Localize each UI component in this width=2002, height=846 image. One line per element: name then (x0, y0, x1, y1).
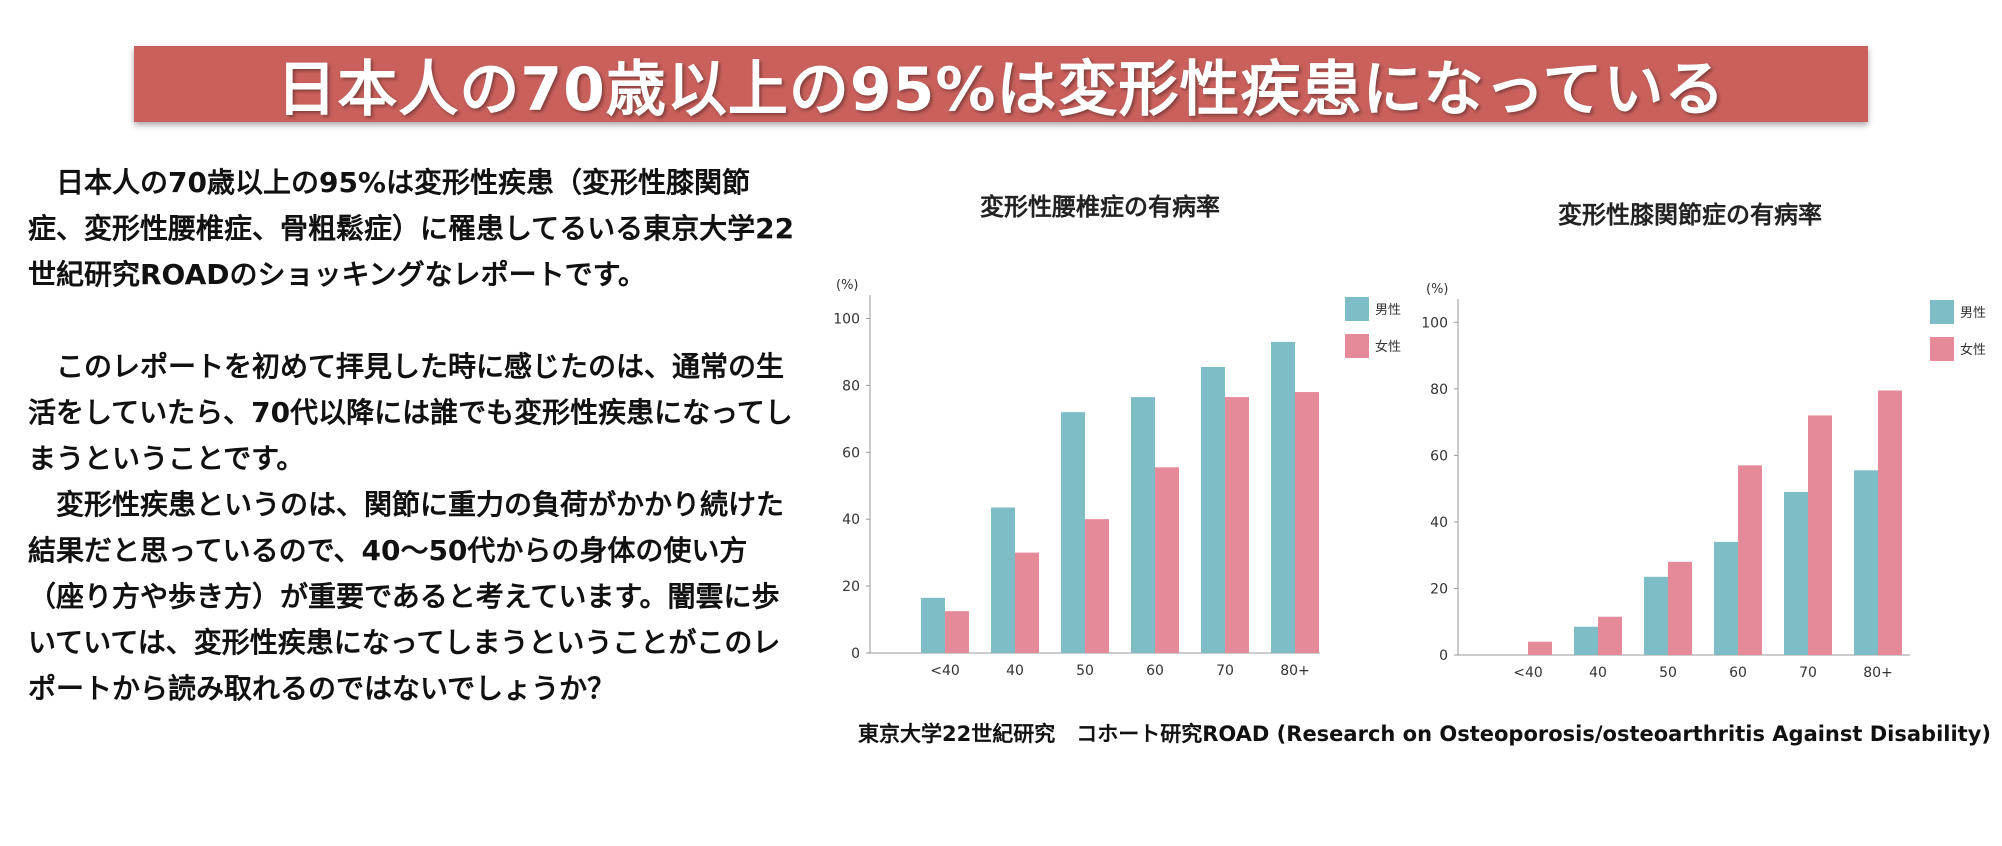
x-tick-label: <40 (930, 663, 960, 679)
legend-swatch (1345, 334, 1369, 358)
bar-male (1131, 397, 1155, 653)
lumbar-chart-svg: 変形性腰椎症の有病率 (%) 0 20 40 60 80 100 <40 40 50 60 70 80+ 男… (833, 193, 1401, 679)
legend-swatch (1930, 337, 1954, 361)
x-tick-label: 80+ (1863, 665, 1893, 681)
bar-male (1061, 412, 1085, 653)
y-tick-label: 60 (1430, 448, 1448, 464)
bar-male (1201, 366, 1225, 653)
bar-male (1574, 626, 1598, 655)
x-tick-label: 40 (1589, 665, 1607, 681)
bar-female (1738, 465, 1762, 655)
lumbar-spondylosis-chart: 変形性腰椎症の有病率 (%) 0 20 40 60 80 100 <40 40 50 60 70 80+ 男… (830, 185, 1420, 679)
x-tick-label: 60 (1729, 665, 1747, 681)
knee-chart-svg: 変形性膝関節症の有病率 (%) 0 20 40 60 80 100 <40 40 50 60 70 80+… (1421, 201, 1986, 681)
y-tick-label: 20 (842, 579, 860, 595)
paragraph-gap (28, 298, 798, 344)
bar-female (1225, 397, 1249, 653)
y-tick-label: 100 (1421, 315, 1448, 331)
x-tick-label: 70 (1799, 665, 1817, 681)
y-tick-label: 40 (1430, 515, 1448, 531)
bar-male (921, 597, 945, 653)
bar-female (945, 611, 969, 653)
legend-label: 男性 (1375, 303, 1401, 318)
x-tick-label: 50 (1076, 663, 1094, 679)
paragraph-intro: 日本人の70歳以上の95%は変形性疾患（変形性膝関節症、変形性腰椎症、骨粗鬆症）… (28, 166, 795, 291)
y-tick-label: 60 (842, 445, 860, 461)
x-tick-label: 70 (1216, 663, 1234, 679)
bar-female (1085, 519, 1109, 653)
bar-female (1878, 390, 1902, 655)
x-tick-label: 50 (1659, 665, 1677, 681)
bar-female (1808, 415, 1832, 655)
x-tick-label: <40 (1513, 665, 1543, 681)
legend-swatch (1345, 297, 1369, 321)
y-tick-label: 80 (842, 378, 860, 394)
bar-female (1015, 552, 1039, 653)
paragraph-opinion: 変形性疾患というのは、関節に重力の負荷がかかり続けた結果だと思っているので、40… (28, 488, 785, 705)
title-banner: 日本人の70歳以上の95%は変形性疾患になっている (134, 46, 1868, 125)
bar-male (1271, 341, 1295, 653)
x-tick-label: 40 (1006, 663, 1024, 679)
y-tick-label: 0 (851, 646, 860, 662)
bar-male (1784, 491, 1808, 655)
bar-female (1295, 392, 1319, 653)
chart-title: 変形性膝関節症の有病率 (1558, 201, 1822, 229)
legend-swatch (1930, 300, 1954, 324)
y-tick-label: 0 (1439, 648, 1448, 664)
y-unit-label: (%) (1426, 282, 1449, 297)
bar-female (1598, 616, 1622, 655)
legend-label: 女性 (1375, 339, 1401, 355)
bar-male (1854, 470, 1878, 655)
paragraph-impression: このレポートを初めて拝見した時に感じたのは、通常の生活をしていたら、70代以降に… (28, 350, 793, 475)
legend-label: 女性 (1960, 342, 1986, 358)
source-citation: 東京大学22世紀研究 コホート研究ROAD (Research on Osteo… (858, 722, 1991, 746)
chart-title: 変形性腰椎症の有病率 (980, 193, 1220, 221)
x-tick-label: 60 (1146, 663, 1164, 679)
knee-osteoarthritis-chart: 変形性膝関節症の有病率 (%) 0 20 40 60 80 100 <40 40 50 60 70 80+… (1420, 185, 2000, 681)
bar-male (1644, 576, 1668, 655)
body-text: 日本人の70歳以上の95%は変形性疾患（変形性膝関節症、変形性腰椎症、骨粗鬆症）… (28, 160, 798, 712)
page-title: 日本人の70歳以上の95%は変形性疾患になっている (276, 54, 1726, 125)
bar-female (1528, 641, 1552, 655)
bar-male (991, 507, 1015, 653)
x-tick-label: 80+ (1280, 663, 1310, 679)
y-unit-label: (%) (836, 278, 859, 293)
y-tick-label: 100 (833, 311, 860, 327)
bar-female (1155, 467, 1179, 653)
y-tick-label: 40 (842, 512, 860, 528)
legend-label: 男性 (1960, 306, 1986, 321)
y-tick-label: 20 (1430, 581, 1448, 597)
bar-male (1714, 541, 1738, 655)
bar-female (1668, 561, 1692, 655)
y-tick-label: 80 (1430, 382, 1448, 398)
